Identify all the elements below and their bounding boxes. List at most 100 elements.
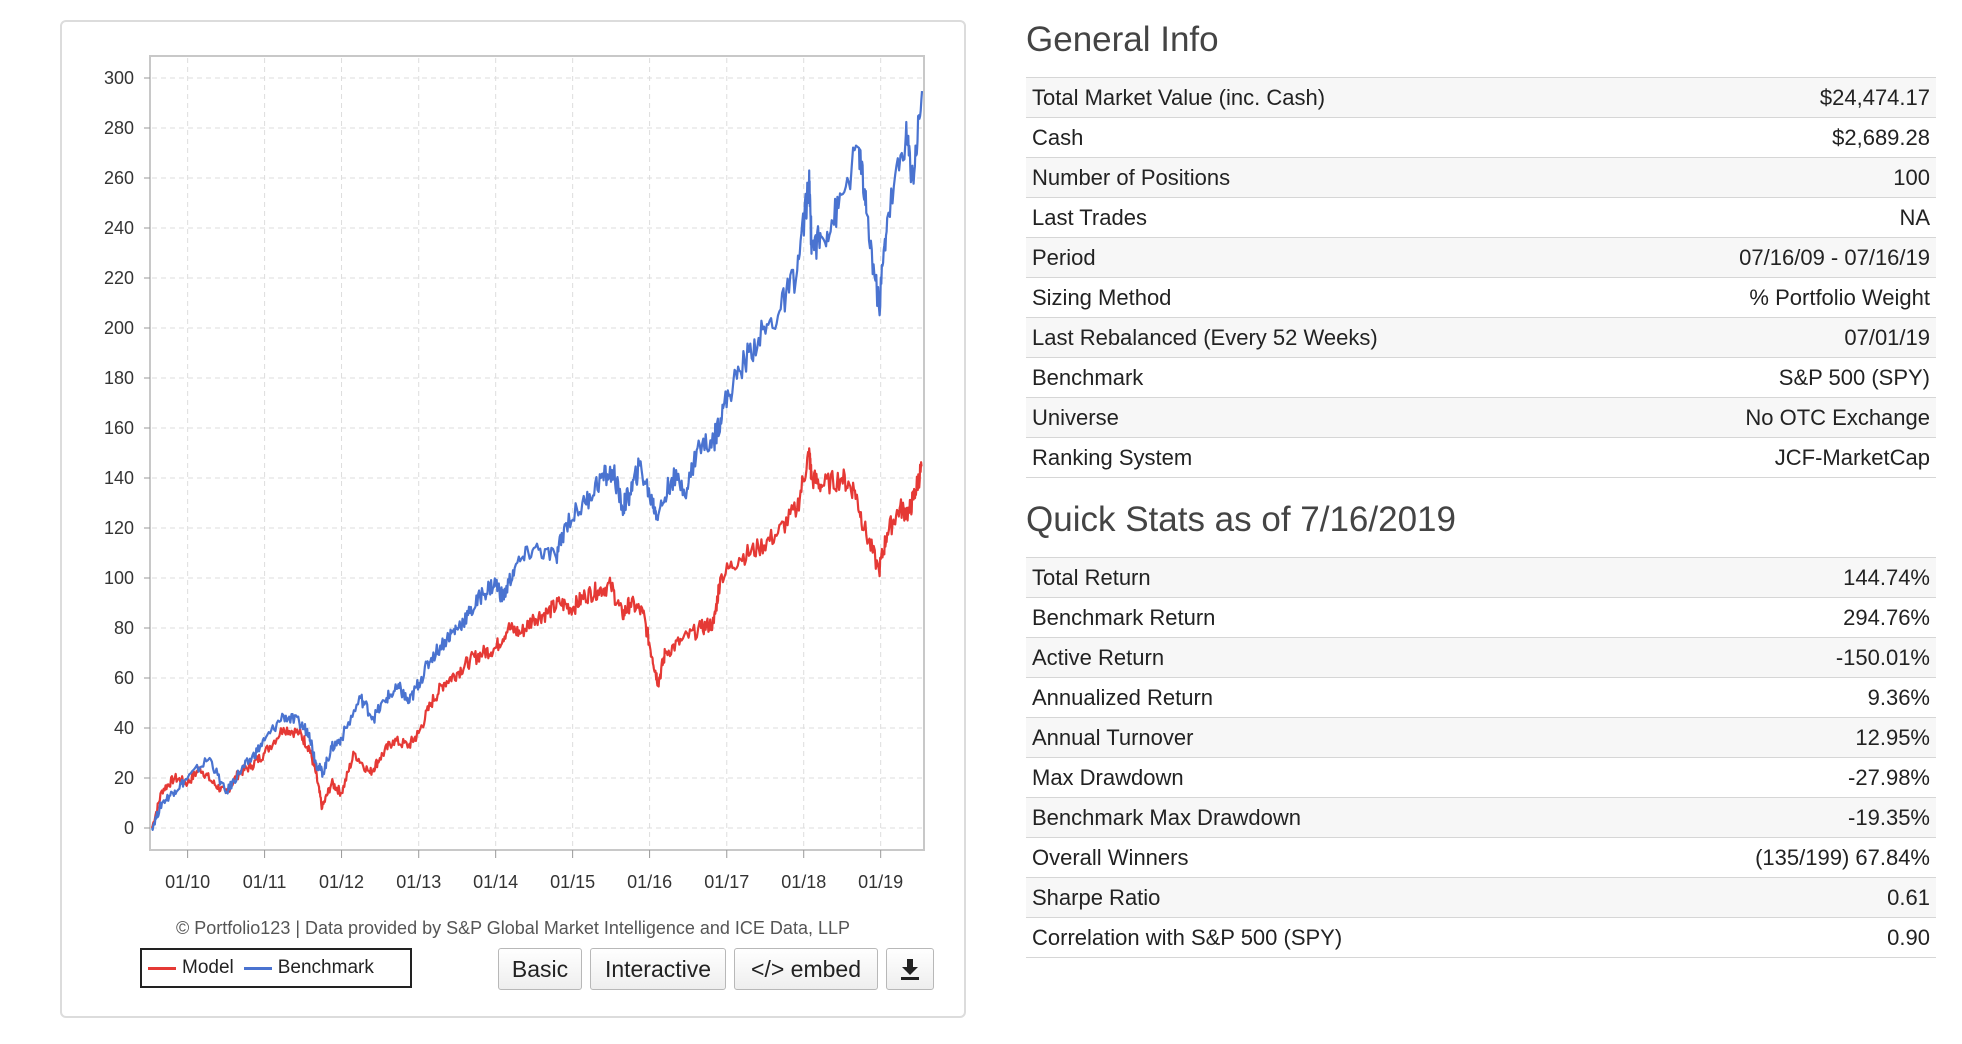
row-label: Active Return: [1026, 637, 1602, 678]
row-value: 07/01/19: [1606, 317, 1936, 358]
row-value: $24,474.17: [1606, 77, 1936, 118]
y-tick-label: 180: [104, 368, 134, 388]
y-tick-label: 200: [104, 318, 134, 338]
legend-entry-model[interactable]: Model: [148, 957, 234, 979]
row-label: Last Trades: [1026, 197, 1607, 238]
row-label: Universe: [1026, 397, 1607, 438]
row-label: Correlation with S&P 500 (SPY): [1026, 917, 1602, 958]
table-row: Correlation with S&P 500 (SPY) 0.90: [1026, 917, 1936, 958]
x-tick-label: 01/12: [319, 872, 364, 892]
x-tick-label: 01/14: [473, 872, 518, 892]
row-label: Ranking System: [1026, 437, 1607, 478]
row-value: % Portfolio Weight: [1606, 277, 1936, 318]
legend-label-benchmark: Benchmark: [277, 957, 374, 978]
table-row: Benchmark Max Drawdown -19.35%: [1026, 797, 1936, 838]
embed-button[interactable]: </> embed: [734, 948, 878, 990]
general-info-table: Total Market Value (inc. Cash) $24,474.1…: [1026, 77, 1936, 478]
interactive-button[interactable]: Interactive: [590, 948, 726, 990]
x-tick-label: 01/13: [396, 872, 441, 892]
y-tick-label: 20: [114, 768, 134, 788]
row-value: No OTC Exchange: [1606, 397, 1936, 438]
y-tick-label: 160: [104, 418, 134, 438]
quick-stats-table: Total Return 144.74% Benchmark Return 29…: [1026, 557, 1936, 958]
row-value: S&P 500 (SPY): [1606, 357, 1936, 398]
download-button[interactable]: [886, 948, 934, 990]
table-row: Overall Winners (135/199) 67.84%: [1026, 837, 1936, 878]
y-tick-label: 80: [114, 618, 134, 638]
y-tick-label: 100: [104, 568, 134, 588]
row-value: 294.76%: [1601, 597, 1936, 638]
table-row: Annual Turnover 12.95%: [1026, 717, 1936, 758]
table-row: Total Return 144.74%: [1026, 557, 1936, 598]
y-tick-label: 280: [104, 118, 134, 138]
row-label: Period: [1026, 237, 1607, 278]
legend-label-model: Model: [182, 957, 234, 978]
row-value: NA: [1606, 197, 1936, 238]
x-tick-label: 01/16: [627, 872, 672, 892]
row-value: -19.35%: [1601, 797, 1936, 838]
number-of-positions-link[interactable]: Number of Positions: [1026, 157, 1607, 198]
row-label: Benchmark: [1026, 357, 1607, 398]
row-label: Sizing Method: [1026, 277, 1607, 318]
legend-entry-benchmark[interactable]: Benchmark: [243, 957, 374, 979]
row-value: (135/199) 67.84%: [1601, 837, 1936, 878]
table-row: Sharpe Ratio 0.61: [1026, 877, 1936, 918]
x-tick-label: 01/17: [704, 872, 749, 892]
chart-grid: [152, 58, 922, 848]
series-line-model: [150, 447, 923, 829]
y-tick-label: 220: [104, 268, 134, 288]
row-label: Annualized Return: [1026, 677, 1602, 718]
table-row: Benchmark Return 294.76%: [1026, 597, 1936, 638]
table-row: Cash $2,689.28: [1026, 117, 1936, 158]
table-row: Active Return -150.01%: [1026, 637, 1936, 678]
ranking-system-link[interactable]: JCF-MarketCap: [1606, 437, 1936, 478]
table-row: Period 07/16/09 - 07/16/19: [1026, 237, 1936, 278]
y-tick-label: 0: [124, 818, 134, 838]
y-tick-label: 120: [104, 518, 134, 538]
legend-swatch-benchmark: [243, 966, 272, 970]
general-info-title: General Info: [1026, 20, 1219, 59]
chart-legend: Model Benchmark: [140, 948, 412, 988]
number-of-positions-value-link[interactable]: 100: [1606, 157, 1936, 198]
row-value: 07/16/09 - 07/16/19: [1606, 237, 1936, 278]
plot-area: [149, 55, 925, 851]
table-row: Benchmark S&P 500 (SPY): [1026, 357, 1936, 398]
x-tick-label: 01/11: [243, 872, 287, 892]
table-row: Max Drawdown -27.98%: [1026, 757, 1936, 798]
chart-axes: 0 20 40 60 80 100 120 140 160 180 200 220 240 260 280 3…: [104, 68, 903, 892]
quick-stats-title: Quick Stats as of 7/16/2019: [1026, 500, 1456, 539]
y-tick-label: 60: [114, 668, 134, 688]
row-value: -27.98%: [1601, 757, 1936, 798]
table-row: Total Market Value (inc. Cash) $24,474.1…: [1026, 77, 1936, 118]
row-value: -150.01%: [1601, 637, 1936, 678]
y-tick-label: 240: [104, 218, 134, 238]
chart-series: [150, 91, 924, 832]
y-tick-label: 260: [104, 168, 134, 188]
row-label: Annual Turnover: [1026, 717, 1602, 758]
row-value: 9.36%: [1601, 677, 1936, 718]
table-row: Universe No OTC Exchange: [1026, 397, 1936, 438]
x-tick-label: 01/19: [858, 872, 903, 892]
row-value: 0.61: [1601, 877, 1936, 918]
row-value: $2,689.28: [1606, 117, 1936, 158]
basic-button[interactable]: Basic: [498, 948, 582, 990]
row-value: 0.90: [1601, 917, 1936, 958]
download-icon: [901, 959, 919, 980]
row-label: Overall Winners: [1026, 837, 1602, 878]
table-row: Annualized Return 9.36%: [1026, 677, 1936, 718]
row-label: Benchmark Max Drawdown: [1026, 797, 1602, 838]
row-value: 144.74%: [1601, 557, 1936, 598]
row-value: 12.95%: [1601, 717, 1936, 758]
row-label: Cash: [1026, 117, 1607, 158]
table-row: Last Rebalanced (Every 52 Weeks) 07/01/1…: [1026, 317, 1936, 358]
table-row: Number of Positions 100: [1026, 157, 1936, 198]
table-row: Last Trades NA: [1026, 197, 1936, 238]
chart-panel: 0 20 40 60 80 100 120 140 160 180 200 220 240 260 280 3…: [60, 20, 966, 1018]
row-label: Sharpe Ratio: [1026, 877, 1602, 918]
row-label: Total Return: [1026, 557, 1602, 598]
x-tick-label: 01/18: [781, 872, 826, 892]
legend-swatch-model: [148, 966, 176, 970]
y-tick-label: 140: [104, 468, 134, 488]
y-tick-label: 300: [104, 68, 134, 88]
row-label: Last Rebalanced (Every 52 Weeks): [1026, 317, 1607, 358]
